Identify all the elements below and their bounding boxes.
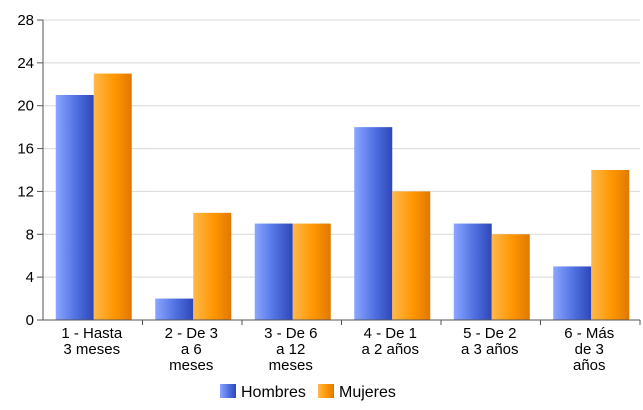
x-tick-label-line: a 6 xyxy=(181,341,202,358)
bar-mujeres-4 xyxy=(392,191,431,320)
x-tick-label-line: 4 - De 1 xyxy=(364,325,417,342)
x-tick-label-line: 5 - De 2 xyxy=(463,325,516,342)
x-tick-label-line: a 12 xyxy=(276,341,305,358)
bar-mujeres-1 xyxy=(93,73,132,320)
bar-hombres-2 xyxy=(155,298,194,320)
x-tick-label-line: 3 meses xyxy=(63,341,120,358)
bar-mujeres-2 xyxy=(193,212,232,320)
legend-swatch-mujeres xyxy=(318,384,334,398)
legend: Hombres Mujeres xyxy=(220,384,396,401)
y-tick-label: 24 xyxy=(17,55,34,72)
x-tick-label-line: 1 - Hasta xyxy=(61,325,123,342)
gridlines xyxy=(43,19,640,321)
x-tick-label-line: a 3 años xyxy=(461,341,519,358)
legend-label-hombres: Hombres xyxy=(241,384,306,401)
x-tick-label-line: meses xyxy=(169,357,213,374)
x-tick-label-line: de 3 xyxy=(575,341,604,358)
y-tick-label: 20 xyxy=(17,98,34,115)
x-tick-label-line: meses xyxy=(269,357,313,374)
bar-hombres-1 xyxy=(55,95,94,320)
bar-mujeres-6 xyxy=(591,170,630,320)
y-tick-label: 28 xyxy=(17,12,34,29)
bar-hombres-4 xyxy=(354,127,393,321)
bar-mujeres-5 xyxy=(491,234,530,320)
x-tick-label-line: años xyxy=(573,357,606,374)
bar-hombres-5 xyxy=(453,223,492,320)
y-tick-label: 4 xyxy=(26,269,34,286)
x-tick-label-line: 6 - Más xyxy=(564,325,614,342)
x-tick-label-line: 3 - De 6 xyxy=(264,325,317,342)
bar-mujeres-3 xyxy=(292,223,331,320)
y-tick-label: 12 xyxy=(17,183,34,200)
legend-swatch-hombres xyxy=(220,384,236,398)
x-tick-label-line: a 2 años xyxy=(361,341,419,358)
bars xyxy=(55,73,630,321)
y-tick-label: 16 xyxy=(17,141,34,158)
y-tick-label: 0 xyxy=(26,312,34,329)
legend-label-mujeres: Mujeres xyxy=(339,384,396,401)
bar-hombres-3 xyxy=(254,223,293,320)
x-tick-label-line: 2 - De 3 xyxy=(165,325,218,342)
y-tick-label: 8 xyxy=(26,226,34,243)
y-axis: 0 4 8 12 16 20 24 28 xyxy=(17,12,44,329)
bar-hombres-6 xyxy=(553,266,592,320)
x-tick-label: 1 - Hasta 3 meses xyxy=(61,325,123,358)
x-tick-label: 6 - Más de 3 años xyxy=(564,325,614,374)
